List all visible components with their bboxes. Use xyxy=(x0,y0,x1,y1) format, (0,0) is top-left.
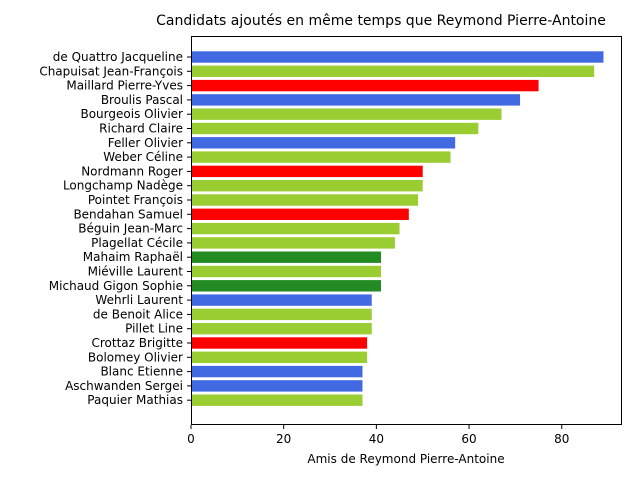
bar xyxy=(191,194,419,206)
category-label: Maillard Pierre-Yves xyxy=(66,79,183,93)
category-label: Wehrli Laurent xyxy=(95,293,183,307)
category-label: Aschwanden Sergei xyxy=(65,379,183,393)
bar xyxy=(191,79,539,92)
bar xyxy=(191,137,456,149)
bar xyxy=(191,151,451,163)
category-label: Paquier Mathias xyxy=(87,393,183,407)
x-ticks: 0 20 40 60 80 xyxy=(187,425,569,446)
category-label: Miéville Laurent xyxy=(88,265,184,279)
bars-group xyxy=(191,51,604,406)
bar xyxy=(191,51,604,63)
bar xyxy=(191,208,409,220)
bar xyxy=(191,222,400,235)
bar xyxy=(191,294,372,306)
category-label: Pointet François xyxy=(88,193,183,207)
x-tick-label: 80 xyxy=(554,432,569,446)
bar xyxy=(191,351,368,363)
bar xyxy=(191,394,363,406)
category-label: Broulis Pascal xyxy=(101,93,183,107)
category-label: Nordmann Roger xyxy=(81,164,183,178)
category-label: Bolomey Olivier xyxy=(88,350,183,364)
bar xyxy=(191,237,395,249)
category-label: Longchamp Nadège xyxy=(63,179,183,193)
bar xyxy=(191,280,382,292)
bar xyxy=(191,94,521,106)
category-label: Weber Céline xyxy=(103,150,183,164)
chart-title: Candidats ajoutés en même temps que Reym… xyxy=(156,13,606,29)
category-label: Bourgeois Olivier xyxy=(80,107,183,121)
category-label: Blanc Etienne xyxy=(100,365,183,379)
bar xyxy=(191,108,502,120)
bar xyxy=(191,122,479,135)
bar xyxy=(191,265,382,278)
category-label: de Benoit Alice xyxy=(93,307,183,321)
bar xyxy=(191,380,363,392)
category-label: Bendahan Samuel xyxy=(73,207,183,221)
category-label: Plagellat Cécile xyxy=(91,236,183,250)
x-axis-label: Amis de Reymond Pierre-Antoine xyxy=(307,452,504,466)
x-tick-label: 0 xyxy=(187,432,195,446)
x-tick-label: 20 xyxy=(276,432,291,446)
category-label: de Quattro Jacqueline xyxy=(53,50,183,64)
bar xyxy=(191,165,423,178)
bar xyxy=(191,308,372,321)
category-label: Crottaz Brigitte xyxy=(91,336,183,350)
bar xyxy=(191,337,368,349)
x-tick-label: 40 xyxy=(369,432,384,446)
bar xyxy=(191,365,363,378)
category-label: Richard Claire xyxy=(99,122,183,136)
bar xyxy=(191,251,382,263)
category-label: Michaud Gigon Sophie xyxy=(49,279,183,293)
category-label: Chapuisat Jean-François xyxy=(39,64,183,78)
category-label: Béguin Jean-Marc xyxy=(78,222,183,236)
category-label: Pillet Line xyxy=(125,322,183,336)
category-label: Feller Olivier xyxy=(108,136,183,150)
category-label: Mahaim Raphaël xyxy=(83,250,183,264)
bar xyxy=(191,65,595,77)
bar xyxy=(191,180,423,192)
bar xyxy=(191,323,372,335)
x-tick-label: 60 xyxy=(461,432,476,446)
